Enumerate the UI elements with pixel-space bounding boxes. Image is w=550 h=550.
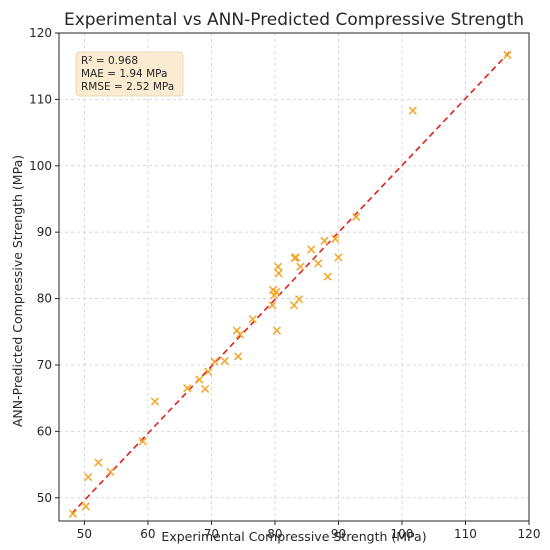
x-tick-label: 70 <box>204 527 219 541</box>
x-tick-label: 110 <box>454 527 477 541</box>
y-axis-ticks: 50 60 70 80 90 100 110 120 <box>29 26 59 505</box>
x-tick-label: 100 <box>391 527 414 541</box>
data-point <box>248 315 257 324</box>
data-point <box>233 352 243 361</box>
data-point <box>200 384 210 394</box>
data-point <box>220 356 229 366</box>
data-point <box>183 384 192 393</box>
fit-line <box>71 51 511 515</box>
data-point <box>320 236 329 245</box>
data-point <box>204 367 213 376</box>
data-point <box>150 397 160 406</box>
data-point <box>331 234 340 243</box>
stats-line: RMSE = 2.52 MPa <box>81 81 174 93</box>
data-point <box>81 502 90 511</box>
data-point <box>296 262 305 271</box>
data-point <box>235 330 245 339</box>
x-axis-label: Experimental Compressive Strength (MPa) <box>161 529 426 544</box>
fit-line-layer <box>71 51 511 515</box>
data-point <box>272 326 281 335</box>
x-tick-label: 80 <box>267 527 282 541</box>
x-tick-label: 90 <box>331 527 346 541</box>
data-point <box>503 50 512 60</box>
data-point <box>323 272 332 281</box>
data-point <box>68 509 78 518</box>
y-axis-label: ANN-Predicted Compressive Strength (MPa) <box>10 155 25 427</box>
data-point <box>408 106 417 115</box>
y-tick-label: 50 <box>37 491 52 505</box>
data-point <box>210 357 219 366</box>
data-point <box>307 245 316 254</box>
x-tick-label: 50 <box>77 527 92 541</box>
data-point <box>138 437 147 446</box>
y-tick-label: 110 <box>29 92 52 106</box>
y-tick-label: 100 <box>29 159 52 173</box>
x-tick-label: 60 <box>140 527 155 541</box>
data-point <box>291 253 301 262</box>
stats-box-background <box>75 51 184 97</box>
data-point <box>314 259 323 268</box>
data-point <box>352 212 361 222</box>
data-point <box>294 295 304 304</box>
y-tick-label: 70 <box>37 358 52 372</box>
stats-line: MAE = 1.94 MPa <box>81 68 167 80</box>
y-tick-label: 80 <box>37 292 52 306</box>
data-point <box>94 458 103 467</box>
data-point <box>334 253 343 262</box>
stats-line: R² = 0.968 <box>81 55 138 67</box>
data-points <box>68 50 512 518</box>
chart-title: Experimental vs ANN-Predicted Compressiv… <box>64 10 524 30</box>
data-point <box>274 269 283 278</box>
plot-frame <box>58 32 530 522</box>
data-point <box>272 287 281 297</box>
y-tick-label: 60 <box>37 424 52 438</box>
x-axis-ticks: 50 60 70 80 90 100 110 120 <box>77 521 541 541</box>
data-point <box>84 473 93 482</box>
y-tick-label: 120 <box>29 26 52 40</box>
x-tick-label: 120 <box>518 527 541 541</box>
data-point <box>106 467 115 476</box>
data-point <box>195 375 204 384</box>
data-point <box>268 301 277 310</box>
data-point <box>273 262 283 271</box>
y-tick-label: 90 <box>37 225 52 239</box>
